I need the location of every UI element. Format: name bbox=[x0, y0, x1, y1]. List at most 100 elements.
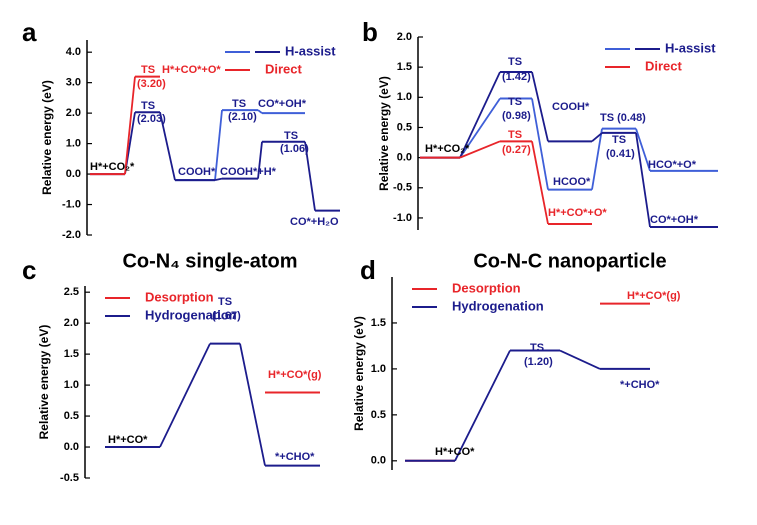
annotation: COOH* bbox=[552, 101, 590, 113]
y-axis-label: Relative energy (eV) bbox=[352, 316, 366, 431]
legend-label: Desorption bbox=[145, 289, 214, 304]
annotation: TS bbox=[530, 342, 544, 354]
annotation: CO*+H₂O bbox=[290, 216, 339, 228]
y-tick-label: 1.0 bbox=[64, 379, 79, 391]
y-tick-label: 2.0 bbox=[397, 31, 412, 43]
y-tick-label: 0.0 bbox=[371, 455, 386, 467]
y-tick-label: 1.0 bbox=[397, 91, 412, 103]
annotation: (0.98) bbox=[502, 110, 531, 122]
panel-letter: b bbox=[362, 17, 378, 47]
annotation: H*+CO*+O* bbox=[162, 64, 221, 76]
annotation: TS bbox=[508, 96, 522, 108]
annotation: TS (0.48) bbox=[600, 112, 646, 124]
legend-label: Direct bbox=[265, 61, 303, 76]
y-axis-label: Relative energy (eV) bbox=[377, 76, 391, 191]
annotation: HCO*+O* bbox=[648, 159, 697, 171]
y-tick-label: -0.5 bbox=[393, 182, 412, 194]
y-tick-label: -1.0 bbox=[62, 198, 81, 210]
connector bbox=[159, 112, 176, 181]
annotation: (1.06) bbox=[280, 143, 309, 155]
y-tick-label: 0.0 bbox=[397, 152, 412, 164]
annotation: TS bbox=[141, 64, 155, 76]
connector bbox=[559, 349, 601, 370]
y-tick-label: 0.0 bbox=[66, 168, 81, 180]
legend-label: H-assist bbox=[665, 40, 716, 55]
connector bbox=[257, 141, 263, 179]
annotation: TS bbox=[218, 296, 232, 308]
annotation: (2.03) bbox=[137, 113, 166, 125]
connector bbox=[459, 140, 501, 159]
y-tick-label: 4.0 bbox=[66, 46, 81, 58]
connector bbox=[304, 141, 316, 211]
annotation: (3.20) bbox=[137, 78, 166, 90]
annotation: *+CHO* bbox=[620, 379, 660, 391]
annotation: CO*+OH* bbox=[258, 98, 307, 110]
panel-letter: a bbox=[22, 17, 37, 47]
connector bbox=[635, 128, 651, 172]
y-tick-label: 1.5 bbox=[371, 317, 386, 329]
y-tick-label: 2.0 bbox=[66, 107, 81, 119]
annotation: TS bbox=[508, 56, 522, 68]
legend-label: H-assist bbox=[285, 43, 336, 58]
annotation: H*+CO₂* bbox=[90, 161, 135, 173]
legend-label: Desorption bbox=[452, 280, 521, 295]
connector bbox=[257, 109, 263, 114]
connector bbox=[214, 177, 223, 182]
connector bbox=[531, 141, 549, 225]
annotation: (2.10) bbox=[228, 111, 257, 123]
connector bbox=[635, 132, 651, 228]
y-tick-label: 2.0 bbox=[64, 317, 79, 329]
y-tick-label: 0.0 bbox=[64, 441, 79, 453]
connector bbox=[214, 109, 223, 181]
y-axis-label: Relative energy (eV) bbox=[37, 325, 51, 440]
y-tick-label: 0.5 bbox=[397, 121, 412, 133]
connector bbox=[239, 343, 266, 466]
connector bbox=[459, 71, 501, 159]
connector bbox=[531, 98, 549, 190]
y-tick-label: 1.0 bbox=[371, 363, 386, 375]
annotation: TS bbox=[508, 129, 522, 141]
annotation: (1.42) bbox=[502, 71, 531, 83]
y-tick-label: -1.0 bbox=[393, 212, 412, 224]
panel-letter: d bbox=[360, 255, 376, 285]
annotation: H*+CO*+O* bbox=[548, 207, 607, 219]
annotation: COOH* bbox=[178, 166, 216, 178]
y-tick-label: 0.5 bbox=[64, 410, 79, 422]
connector bbox=[531, 71, 549, 142]
annotation: TS bbox=[284, 130, 298, 142]
annotation: CO*+OH* bbox=[650, 214, 699, 226]
connector bbox=[459, 98, 501, 159]
y-axis-label: Relative energy (eV) bbox=[40, 80, 54, 195]
legend-label: Hydrogenation bbox=[452, 298, 544, 313]
annotation: *+CHO* bbox=[275, 451, 315, 463]
annotation: (1.20) bbox=[524, 356, 553, 368]
annotation: (0.27) bbox=[502, 144, 531, 156]
y-tick-label: 1.5 bbox=[397, 61, 412, 73]
annotation: (1.67) bbox=[212, 310, 241, 322]
y-tick-label: 1.5 bbox=[64, 348, 79, 360]
y-tick-label: 3.0 bbox=[66, 77, 81, 89]
connector bbox=[159, 343, 211, 448]
annotation: H*+CO* bbox=[435, 446, 475, 458]
panel-caption: Co-N₄ single-atom bbox=[122, 250, 297, 272]
y-tick-label: -0.5 bbox=[60, 472, 79, 484]
panel-letter: c bbox=[22, 255, 36, 285]
connector bbox=[591, 132, 603, 143]
y-tick-label: 0.5 bbox=[371, 409, 386, 421]
annotation: H*+CO*(g) bbox=[268, 369, 322, 381]
legend-label: Hydrogenation bbox=[145, 307, 237, 322]
annotation: TS bbox=[612, 134, 626, 146]
y-tick-label: 1.0 bbox=[66, 138, 81, 150]
panel-caption: Co-N-C nanoparticle bbox=[473, 250, 666, 272]
y-tick-label: 2.5 bbox=[64, 286, 79, 298]
connector bbox=[454, 350, 511, 462]
legend-label: Direct bbox=[645, 58, 683, 73]
connector bbox=[124, 76, 136, 175]
y-tick-label: -2.0 bbox=[62, 229, 81, 241]
annotation: COOH*+H* bbox=[220, 166, 277, 178]
annotation: TS bbox=[232, 98, 246, 110]
connector bbox=[591, 128, 603, 190]
annotation: H*+CO₂* bbox=[425, 143, 470, 155]
